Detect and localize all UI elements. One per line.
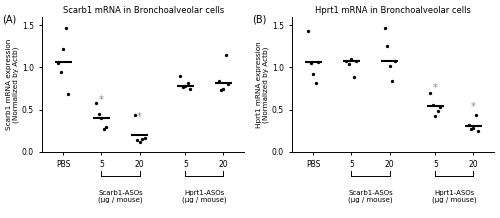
- Text: Hprt1-ASOs
(μg / mouse): Hprt1-ASOs (μg / mouse): [182, 190, 226, 203]
- Text: *: *: [433, 83, 438, 93]
- Text: (B): (B): [252, 14, 266, 24]
- Title: Scarb1 mRNA in Bronchoalveolar cells: Scarb1 mRNA in Bronchoalveolar cells: [62, 5, 224, 15]
- Text: Hprt1-ASOs
(μg / mouse): Hprt1-ASOs (μg / mouse): [432, 190, 476, 203]
- Text: *: *: [137, 112, 142, 121]
- Title: Hprt1 mRNA in Bronchoalveolar cells: Hprt1 mRNA in Bronchoalveolar cells: [316, 5, 472, 15]
- Text: (A): (A): [2, 14, 16, 24]
- Text: *: *: [471, 102, 476, 112]
- Text: *: *: [99, 95, 104, 105]
- Y-axis label: Scarb1 mRNA expression
(Normalized by Actb): Scarb1 mRNA expression (Normalized by Ac…: [6, 39, 19, 130]
- Text: Scarb1-ASOs
(μg / mouse): Scarb1-ASOs (μg / mouse): [348, 190, 393, 203]
- Text: Scarb1-ASOs
(μg / mouse): Scarb1-ASOs (μg / mouse): [98, 190, 143, 203]
- Y-axis label: Hprt1 mRNA expression
(Normalized by Actb): Hprt1 mRNA expression (Normalized by Act…: [256, 41, 269, 128]
